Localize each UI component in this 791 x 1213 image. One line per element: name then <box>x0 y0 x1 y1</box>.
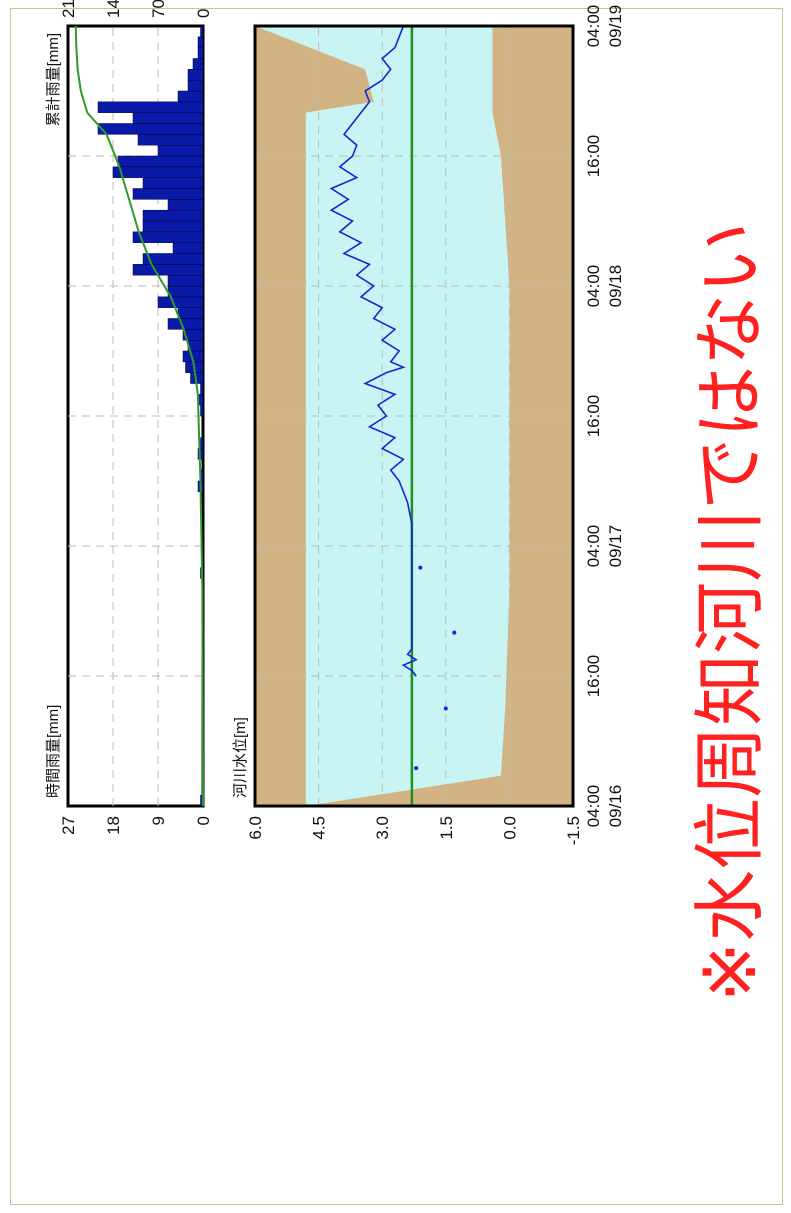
water-level-line <box>329 25 418 677</box>
rain-bar <box>172 242 204 254</box>
rain-bar <box>200 437 204 449</box>
rain-bar <box>177 90 204 103</box>
riverbank-right <box>255 26 374 806</box>
xtick-time-label: 16:00 <box>584 395 603 438</box>
rain-bar <box>142 220 204 233</box>
water-plot-border <box>253 24 575 808</box>
rain-bar <box>187 79 204 92</box>
rain-y2tick-label: 140 <box>104 0 123 18</box>
rain-bar <box>97 101 204 113</box>
rain-bar <box>187 69 204 81</box>
xtick-time-label: 04:00 <box>584 525 603 568</box>
hourly-rain-label: 時間雨量[mm] <box>45 705 62 798</box>
water-level-point <box>452 630 457 635</box>
water-level-label: 河川水位[m] <box>232 717 249 798</box>
rain-ytick-label: 18 <box>104 816 123 835</box>
rain-bar <box>132 231 204 243</box>
xtick-time-label: 16:00 <box>584 135 603 178</box>
rain-bar <box>192 58 204 70</box>
rain-bar <box>132 188 204 200</box>
rain-bar <box>112 166 204 178</box>
rain-bar <box>137 134 204 146</box>
xtick-date-label: 09/16 <box>606 785 625 828</box>
rain-bar <box>142 177 204 189</box>
rain-bar <box>167 274 204 287</box>
water-level-point <box>414 766 419 771</box>
rain-ytick-label: 9 <box>149 816 168 825</box>
rain-bar <box>142 209 204 222</box>
rain-bar <box>97 123 204 135</box>
water-ytick-label: 4.5 <box>310 816 329 840</box>
rain-bar <box>167 285 204 298</box>
rain-y2tick-label: 0 <box>194 9 213 18</box>
water-ytick-label: -1.5 <box>564 816 583 845</box>
rain-bar <box>167 318 204 330</box>
rain-bar <box>157 296 204 308</box>
water-level-point <box>418 565 423 570</box>
xtick-date-label: 09/17 <box>606 525 625 568</box>
rain-bar <box>197 47 204 59</box>
xtick-time-label: 04:00 <box>584 785 603 828</box>
rain-bar <box>157 144 204 157</box>
rain-bar <box>167 199 204 211</box>
note-text: ※水位周知河川ではない <box>688 222 772 1002</box>
water-ytick-label: 1.5 <box>437 816 456 840</box>
cumulative-rain-label: 累計雨量[mm] <box>45 33 62 126</box>
rain-ytick-label: 0 <box>194 816 213 825</box>
rain-bar <box>200 383 204 395</box>
rain-bar <box>132 264 204 276</box>
rain-bar <box>200 404 204 417</box>
rain-bar <box>177 307 204 319</box>
cumulative-rain-line <box>74 25 204 807</box>
xtick-time-label: 04:00 <box>584 5 603 48</box>
rain-y2tick-label: 210 <box>59 0 78 18</box>
rain-bar <box>132 112 204 124</box>
xtick-date-label: 09/18 <box>606 265 625 308</box>
water-level-point <box>443 706 448 711</box>
water-ytick-label: 0.0 <box>500 816 519 840</box>
riverbank-left <box>305 26 573 806</box>
rain-y2tick-label: 70 <box>149 0 168 18</box>
water-ytick-label: 3.0 <box>373 816 392 840</box>
xtick-time-label: 04:00 <box>584 265 603 308</box>
water-ytick-label: 6.0 <box>246 816 265 840</box>
xtick-date-label: 09/19 <box>606 5 625 48</box>
xtick-time-label: 16:00 <box>584 655 603 698</box>
rain-bar <box>200 25 204 38</box>
rain-ytick-label: 27 <box>59 816 78 835</box>
rain-bar <box>197 36 204 48</box>
rain-bar <box>117 155 204 168</box>
